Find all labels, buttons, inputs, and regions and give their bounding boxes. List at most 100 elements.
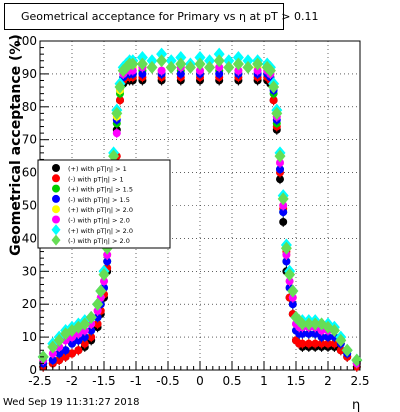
y-tick-label: 90: [22, 67, 37, 81]
data-point: [92, 297, 104, 311]
data-point: [242, 60, 254, 74]
data-point: [242, 54, 254, 68]
data-point: [103, 250, 112, 259]
data-point: [324, 333, 332, 342]
y-tick-label: 80: [22, 100, 37, 114]
series-7: [37, 54, 363, 367]
data-point: [136, 57, 148, 71]
legend-marker: [52, 164, 60, 172]
data-point: [127, 57, 139, 71]
data-point: [156, 47, 168, 61]
data-point: [280, 241, 292, 255]
data-point: [252, 57, 264, 71]
legend-label: (+) with pT|η| > 1.5: [68, 186, 133, 194]
data-point: [112, 129, 121, 138]
data-point: [176, 69, 185, 78]
data-point: [304, 339, 313, 348]
data-point: [74, 336, 83, 345]
data-point: [108, 149, 120, 163]
data-point: [335, 333, 347, 347]
y-tick-label: 50: [22, 199, 37, 213]
data-point: [61, 352, 70, 361]
data-point: [277, 192, 289, 206]
x-tick-label: -0.5: [156, 374, 179, 388]
y-tick-label: 100: [14, 34, 37, 48]
data-point: [253, 66, 262, 75]
y-tick-label: 40: [22, 231, 37, 245]
data-point: [204, 54, 216, 68]
legend-label: (-) with pT|η| > 1.5: [68, 196, 130, 204]
data-point: [196, 66, 204, 75]
data-point: [279, 201, 288, 210]
data-point: [311, 329, 320, 338]
data-point: [95, 284, 107, 298]
y-tick-label: 10: [22, 330, 37, 344]
legend-label: (+) with pT|η| > 2.0: [68, 227, 133, 235]
data-point: [68, 339, 76, 348]
data-point: [93, 313, 102, 322]
data-point: [215, 63, 224, 72]
y-axis-label: Geometrical acceptance (%): [8, 34, 24, 256]
data-point: [234, 66, 243, 75]
data-point: [87, 333, 96, 342]
legend-label: (+) with pT|η| > 2.0: [68, 206, 133, 214]
chart-title: Geometrical acceptance for Primary vs η …: [4, 3, 318, 30]
x-tick-label: -2.5: [28, 374, 51, 388]
x-tick-label: -1: [130, 374, 142, 388]
data-point: [80, 339, 89, 348]
data-point: [61, 346, 70, 355]
x-tick-label: 1: [260, 374, 268, 388]
data-point: [282, 250, 291, 259]
data-point: [276, 165, 284, 174]
data-point: [311, 339, 320, 348]
data-point: [47, 340, 59, 354]
data-point: [213, 47, 225, 61]
data-point: [264, 64, 276, 78]
data-point: [184, 60, 196, 74]
data-point: [55, 356, 64, 365]
x-axis-label: η: [352, 398, 360, 412]
data-point: [317, 333, 326, 342]
data-point: [103, 257, 112, 266]
legend-label: (+) with pT|η| > 1: [68, 165, 127, 173]
data-point: [324, 339, 332, 348]
data-point: [146, 60, 158, 74]
data-point: [146, 54, 158, 68]
data-point: [328, 324, 340, 338]
x-tick-label: 0.5: [222, 374, 241, 388]
x-tick-label: 2: [324, 374, 332, 388]
data-point: [80, 333, 89, 342]
data-point: [303, 317, 315, 331]
data-point: [274, 149, 286, 163]
y-tick-label: 0: [29, 363, 37, 377]
legend-marker: [52, 205, 60, 214]
axes: -2.5 -2 -1.5 -1 -0.5 0 0.5 1 1.5 2 2.5 0 10 20 30 40 50 6…: [14, 34, 369, 388]
data-point: [87, 326, 96, 335]
data-point: [111, 106, 123, 120]
data-point: [79, 317, 91, 331]
data-point: [157, 66, 166, 75]
legend-marker: [51, 234, 61, 246]
x-tick-label: 0: [196, 374, 204, 388]
data-point: [298, 329, 307, 338]
data-point: [317, 339, 326, 348]
legend-marker: [52, 194, 60, 203]
data-point: [296, 317, 308, 331]
data-point: [165, 54, 177, 68]
data-point: [175, 50, 187, 64]
legend-box: [37, 159, 171, 249]
data-point: [194, 50, 206, 64]
data-point: [282, 257, 291, 266]
data-point: [269, 96, 278, 105]
data-point: [276, 175, 284, 184]
x-tick-label: -2: [66, 374, 78, 388]
data-point: [100, 277, 108, 286]
data-point: [93, 306, 102, 315]
data-point: [215, 69, 224, 78]
legend: (+) with pT|η| > 1 (-) with pT|η| > 1 (+) …: [37, 159, 171, 249]
legend-label: (-) with pT|η| > 2.0: [68, 237, 130, 245]
data-point: [93, 319, 102, 328]
data-point: [298, 339, 307, 348]
data-point: [175, 57, 187, 71]
data-point: [276, 158, 284, 167]
